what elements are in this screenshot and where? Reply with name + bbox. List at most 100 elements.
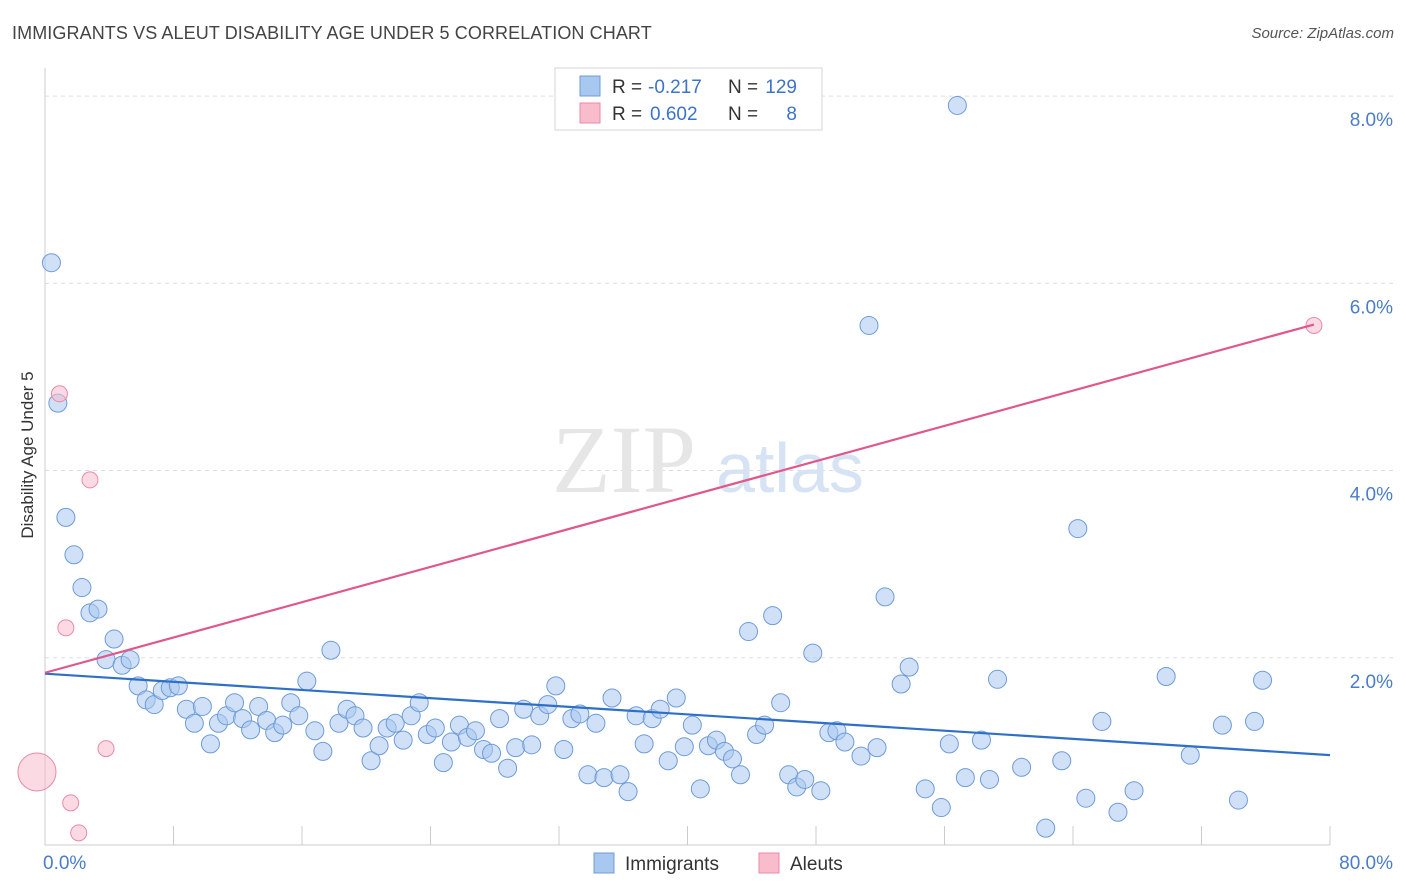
immigrants-point [811,781,831,801]
y-tick-label: 4.0% [1350,485,1393,506]
aleuts-point [81,471,99,489]
immigrants-point [321,640,341,660]
y-tick-label: 6.0% [1350,297,1393,318]
watermark-zip: ZIP [552,406,696,513]
immigrants-point [1228,790,1248,810]
immigrants-point [626,706,646,726]
immigrants-point [739,622,759,642]
chart-title: IMMIGRANTS VS ALEUT DISABILITY AGE UNDER… [12,23,652,43]
immigrants-point [522,735,542,755]
y-tick-label: 8.0% [1350,110,1393,131]
immigrants-point [658,751,678,771]
points-layer [17,95,1323,842]
legend-n-value-0: 129 [765,77,797,98]
x-ticks [173,826,1331,845]
immigrants-point [570,704,590,724]
immigrants-point [353,718,373,738]
immigrants-point [425,718,445,738]
immigrants-point [931,798,951,818]
legend-r-value-0: -0.217 [648,77,702,98]
immigrants-point [602,688,622,708]
immigrants-point [554,740,574,760]
immigrants-point [433,753,453,773]
immigrants-point [955,768,975,788]
immigrants-point [1036,818,1056,838]
immigrants-point [674,737,694,757]
immigrants-point [441,732,461,752]
immigrants-point [1076,788,1096,808]
immigrants-point [1108,802,1128,822]
immigrants-point [361,751,381,771]
immigrants-point [56,507,76,527]
legend-r-label-0: R = [612,77,642,98]
immigrants-point [578,765,598,785]
immigrants-point [803,643,823,663]
immigrants-point [273,715,293,735]
aleuts-point [50,385,68,403]
bottom-legend: Immigrants Aleuts [593,852,843,875]
immigrants-point [465,721,485,741]
x-tick-label-1: 80.0% [1339,853,1393,874]
bottom-legend-swatch-immigrants [593,852,615,874]
immigrants-trend-line [44,672,1331,757]
immigrants-point [947,95,967,115]
immigrants-point [682,715,702,735]
immigrants-point [763,606,783,626]
immigrants-point [225,693,245,713]
aleuts-point [97,740,115,758]
immigrants-point [88,599,108,619]
bottom-legend-label-immigrants: Immigrants [625,854,719,875]
immigrants-point [506,738,526,758]
immigrants-point [859,315,879,335]
immigrants-point [771,693,791,713]
legend-r-label-1: R = [612,104,642,125]
immigrants-point [192,696,212,716]
immigrants-point [1068,519,1088,539]
immigrants-point [200,734,220,754]
immigrants-point [1253,670,1273,690]
immigrants-point [289,706,309,726]
immigrants-point [482,743,502,763]
aleuts-trend-line [44,323,1315,674]
immigrants-point [875,587,895,607]
bottom-legend-label-aleuts: Aleuts [790,854,843,875]
immigrants-point [835,732,855,752]
legend-swatch-immigrants [579,75,601,97]
immigrants-point [722,749,742,769]
aleuts-point [70,824,88,842]
aleuts-point [57,619,75,637]
legend-n-label-1: N = [728,104,758,125]
immigrants-point [297,671,317,691]
aleuts-point [17,752,57,792]
immigrants-point [1156,666,1176,686]
immigrants-point [168,676,188,696]
legend: R = -0.217 N = 129 R = 0.602 N = 8 [554,67,823,131]
immigrants-point [546,676,566,696]
immigrants-point [867,738,887,758]
immigrants-point [1124,781,1144,801]
immigrants-point [184,713,204,733]
immigrants-point [690,779,710,799]
grid-layer [45,95,1395,659]
immigrants-point [72,578,92,598]
immigrants-point [915,779,935,799]
immigrants-point [618,782,638,802]
immigrants-point [851,746,871,766]
legend-r-value-1: 0.602 [650,104,698,125]
y-axis-title: Disability Age Under 5 [18,371,37,538]
immigrants-point [41,253,61,273]
immigrants-point [120,650,140,670]
aleuts-point [62,794,80,812]
legend-n-label-0: N = [728,77,758,98]
bottom-legend-swatch-aleuts [758,852,780,874]
immigrants-point [594,768,614,788]
x-tick-label-0: 0.0% [43,853,86,874]
immigrants-point [891,674,911,694]
immigrants-point [498,758,518,778]
immigrants-point [1245,711,1265,731]
immigrants-point [385,713,405,733]
immigrants-point [1052,751,1072,771]
immigrants-point [104,629,124,649]
immigrants-point [1092,711,1112,731]
